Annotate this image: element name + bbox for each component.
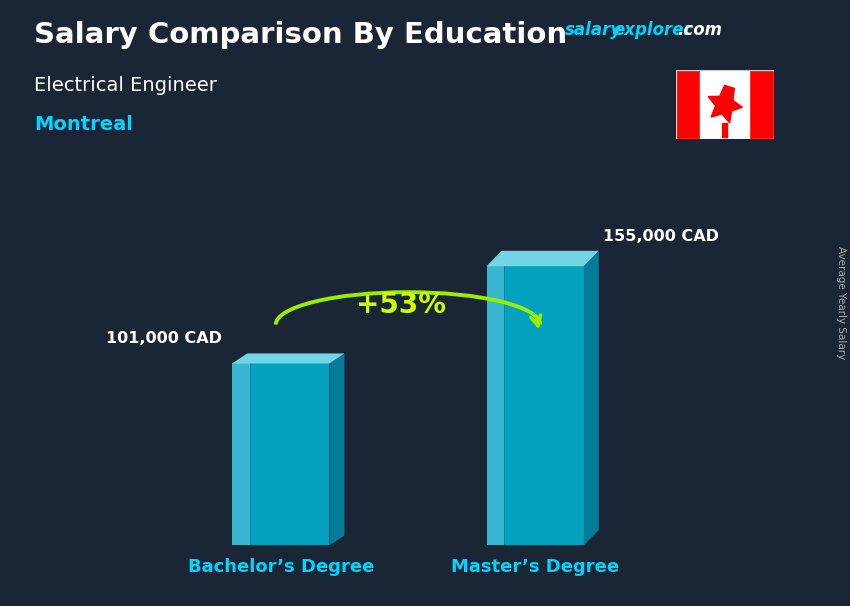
Text: Master’s Degree: Master’s Degree [451, 558, 619, 576]
Bar [722, 124, 728, 136]
Bar [676, 70, 700, 139]
Polygon shape [486, 251, 598, 266]
Polygon shape [232, 364, 250, 545]
Text: Salary Comparison By Education: Salary Comparison By Education [34, 21, 567, 49]
Text: Montreal: Montreal [34, 115, 133, 134]
Polygon shape [232, 353, 344, 364]
Text: 155,000 CAD: 155,000 CAD [604, 228, 719, 244]
Text: salary: salary [565, 21, 622, 39]
Polygon shape [504, 266, 584, 545]
Polygon shape [584, 251, 598, 545]
Bar [749, 70, 774, 139]
Text: .com: .com [677, 21, 722, 39]
Polygon shape [250, 364, 330, 545]
Text: +53%: +53% [355, 291, 445, 319]
Text: Bachelor’s Degree: Bachelor’s Degree [188, 558, 374, 576]
Polygon shape [486, 266, 504, 545]
Polygon shape [708, 85, 742, 123]
Polygon shape [330, 353, 344, 545]
Text: 101,000 CAD: 101,000 CAD [106, 331, 223, 346]
Text: Average Yearly Salary: Average Yearly Salary [836, 247, 846, 359]
Bar [700, 70, 749, 139]
Text: explorer: explorer [614, 21, 693, 39]
Text: Electrical Engineer: Electrical Engineer [34, 76, 217, 95]
